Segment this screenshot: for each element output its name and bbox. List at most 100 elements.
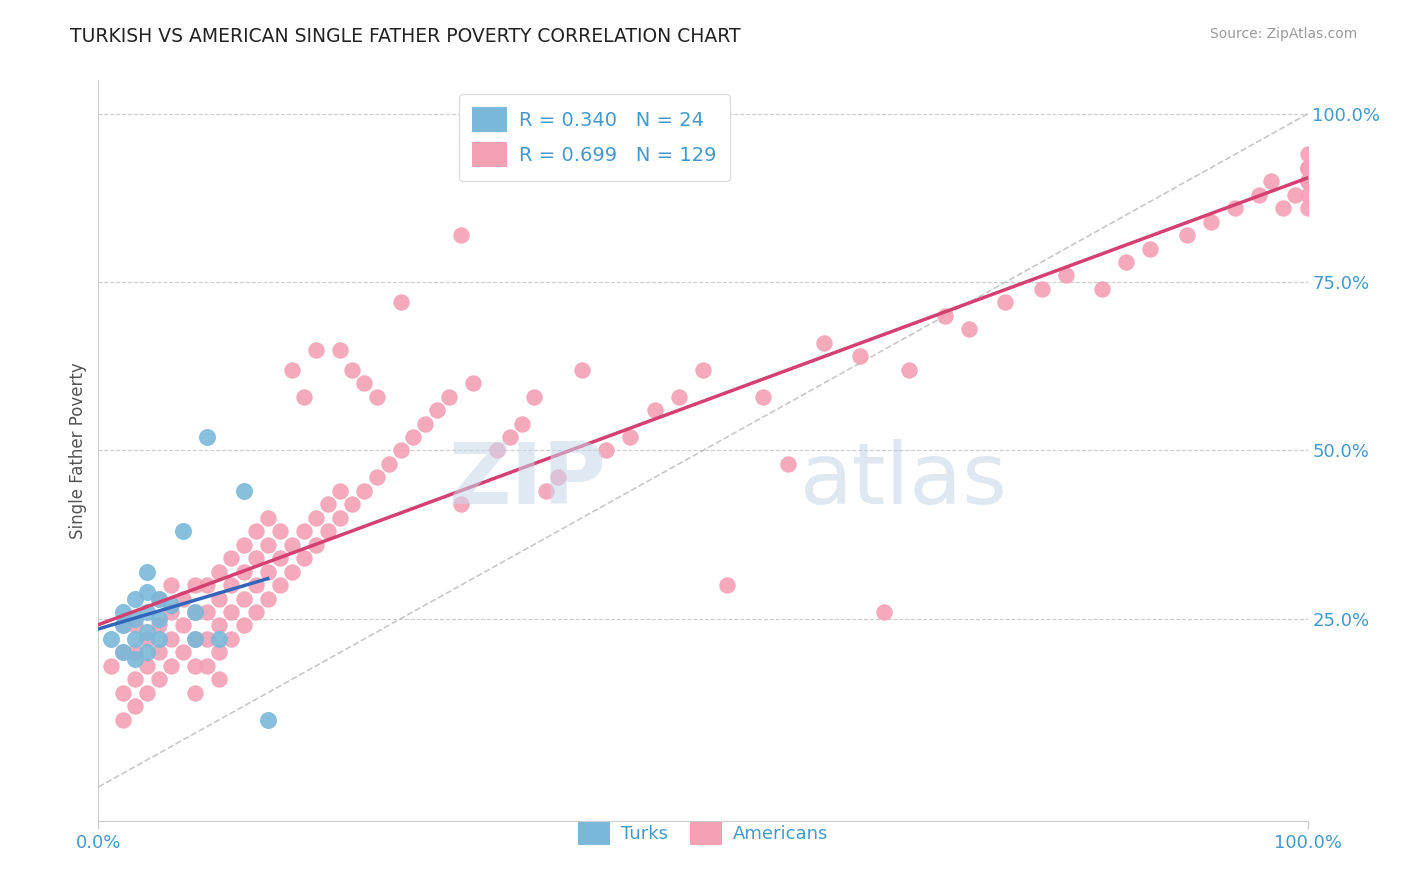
Point [208,565,231,579]
Point [523,390,546,404]
Point [813,335,835,350]
Point [1296,161,1319,175]
Point [195,658,218,673]
Point [124,612,146,626]
Point [232,483,254,498]
Point [571,362,593,376]
Point [644,403,666,417]
Point [221,632,243,646]
Point [148,645,170,659]
Point [619,430,641,444]
Point [595,443,617,458]
Point [245,578,267,592]
Point [849,349,872,363]
Point [160,658,183,673]
Point [716,578,738,592]
Point [353,483,375,498]
Point [547,470,569,484]
Point [269,578,291,592]
Point [426,403,449,417]
Point [124,645,146,659]
Point [160,578,183,592]
Point [1296,174,1319,188]
Point [100,632,122,646]
Point [776,457,799,471]
Point [111,605,134,619]
Point [245,551,267,566]
Point [208,591,231,606]
Point [316,524,339,539]
Point [208,618,231,632]
Text: TURKISH VS AMERICAN SINGLE FATHER POVERTY CORRELATION CHART: TURKISH VS AMERICAN SINGLE FATHER POVERT… [70,27,741,45]
Point [221,578,243,592]
Point [160,632,183,646]
Point [184,686,207,700]
Point [413,417,436,431]
Point [245,524,267,539]
Legend: Turks, Americans: Turks, Americans [571,814,835,853]
Point [124,652,146,666]
Point [148,673,170,687]
Point [329,483,352,498]
Point [1296,161,1319,175]
Point [450,228,472,243]
Point [256,565,278,579]
Point [124,699,146,714]
Point [148,612,170,626]
Point [256,713,278,727]
Point [305,538,328,552]
Point [100,658,122,673]
Point [1031,282,1053,296]
Point [1175,228,1198,243]
Point [281,538,304,552]
Point [292,524,315,539]
Point [1296,201,1319,215]
Point [256,538,278,552]
Point [498,430,520,444]
Point [195,430,218,444]
Point [160,605,183,619]
Point [172,524,194,539]
Point [366,390,388,404]
Point [195,578,218,592]
Point [148,591,170,606]
Point [269,524,291,539]
Point [281,565,304,579]
Point [124,591,146,606]
Point [135,658,157,673]
Point [305,510,328,524]
Point [256,510,278,524]
Point [184,605,207,619]
Point [124,618,146,632]
Text: atlas: atlas [800,439,1008,522]
Point [135,645,157,659]
Point [873,605,896,619]
Point [208,645,231,659]
Point [172,645,194,659]
Point [184,605,207,619]
Point [692,362,714,376]
Point [1296,161,1319,175]
Point [463,376,485,391]
Point [292,390,315,404]
Point [111,618,134,632]
Point [377,457,399,471]
Point [135,625,157,640]
Point [208,632,231,646]
Point [111,618,134,632]
Point [184,658,207,673]
Point [172,591,194,606]
Point [232,538,254,552]
Point [1284,187,1306,202]
Point [934,309,956,323]
Point [135,632,157,646]
Point [1115,255,1137,269]
Point [160,599,183,613]
Point [281,362,304,376]
Point [534,483,557,498]
Point [135,584,157,599]
Point [184,578,207,592]
Point [148,618,170,632]
Text: ZIP: ZIP [449,439,606,522]
Point [752,390,775,404]
